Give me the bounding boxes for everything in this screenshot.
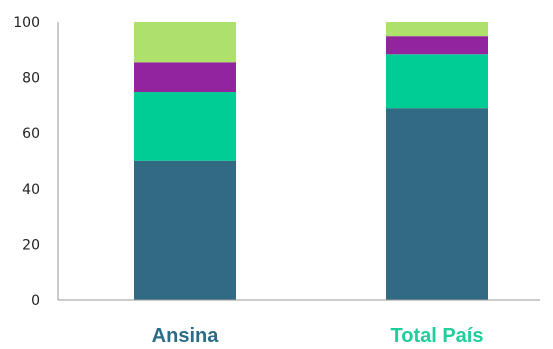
- bar-segment-1-0: [386, 108, 488, 301]
- bar-segment-0-2: [134, 62, 236, 93]
- bar-segment-0-3: [134, 22, 236, 63]
- bar-segment-1-1: [386, 54, 488, 109]
- bar-segment-0-1: [134, 92, 236, 161]
- y-tick-label: 0: [31, 293, 40, 309]
- y-tick-label: 20: [22, 237, 40, 253]
- y-tick-label: 100: [13, 15, 40, 31]
- y-tick-label: 80: [22, 71, 40, 87]
- y-tick-label: 40: [22, 182, 40, 198]
- category-label: Ansina: [152, 325, 220, 347]
- bars-layer: [134, 22, 488, 301]
- y-tick-label: 60: [22, 126, 40, 142]
- category-labels: Ansina Total País: [152, 325, 484, 347]
- bar-segment-0-0: [134, 160, 236, 300]
- bar-segment-1-2: [386, 36, 488, 55]
- category-label: Total País: [391, 325, 484, 347]
- y-tick-labels: 0 20 40 60 80 100: [13, 15, 40, 309]
- bar-segment-1-3: [386, 22, 488, 37]
